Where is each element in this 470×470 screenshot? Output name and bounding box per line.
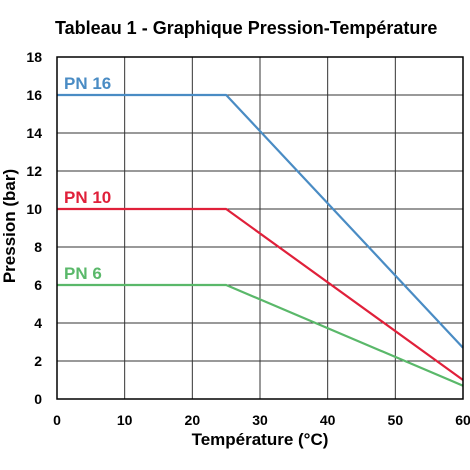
y-axis-label: Pression (bar) [0,169,19,283]
y-tick-labels: 0 2 4 6 8 10 12 14 16 18 [26,49,42,407]
x-tick-label: 40 [320,412,336,428]
y-tick-label: 0 [34,391,42,407]
x-tick-label: 10 [117,412,133,428]
series-label: PN 10 [64,188,111,207]
series-label: PN 16 [64,74,111,93]
y-tick-label: 14 [26,125,42,141]
y-tick-label: 18 [26,49,42,65]
y-tick-label: 6 [34,277,42,293]
x-tick-label: 50 [388,412,404,428]
series-line [57,93,464,349]
chart-title: Tableau 1 - Graphique Pression-Températu… [55,18,437,38]
series-layer [57,93,464,387]
x-tick-label: 60 [455,412,470,428]
y-tick-label: 8 [34,239,42,255]
plot-frame [56,56,464,400]
x-tick-label: 30 [252,412,268,428]
y-tick-label: 10 [26,201,42,217]
grid [56,56,464,400]
series-line [57,283,464,387]
y-tick-label: 4 [34,315,42,331]
y-tick-label: 12 [26,163,42,179]
series-label: PN 6 [64,264,102,283]
x-tick-label: 0 [53,412,61,428]
y-tick-label: 2 [34,353,42,369]
y-tick-label: 16 [26,87,42,103]
x-tick-label: 20 [185,412,201,428]
series-labels: PN 16 PN 10 PN 6 [64,74,111,283]
x-axis-label: Température (°C) [192,430,329,449]
x-tick-labels: 0 10 20 30 40 50 60 [53,412,470,428]
series-line [57,207,464,381]
